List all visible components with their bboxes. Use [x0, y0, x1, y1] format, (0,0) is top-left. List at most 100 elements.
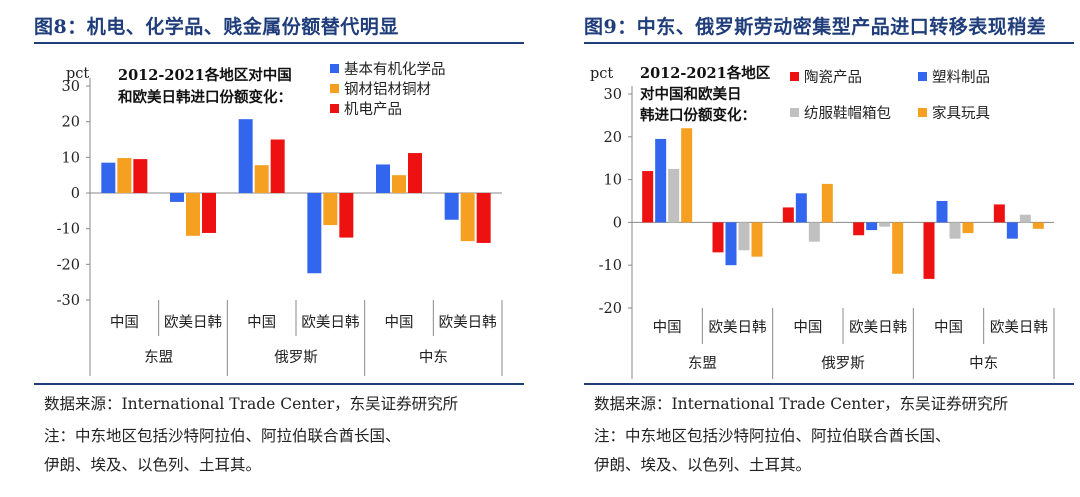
bar	[712, 222, 724, 253]
bar	[808, 222, 820, 242]
bar	[738, 222, 750, 251]
x-category-label: 中国	[247, 314, 276, 331]
y-tick-label: 30	[604, 87, 622, 103]
bar	[681, 128, 693, 223]
x-group-label: 中东	[969, 355, 998, 372]
legend-swatch	[918, 72, 927, 81]
bar	[323, 193, 338, 226]
legend-label: 家具玩具	[932, 105, 990, 122]
bar	[642, 171, 654, 223]
region-note-continued: 伊朗、埃及、以色列、土耳其。	[594, 456, 812, 474]
figure-title: 图8：机电、化学品、贱金属份额替代明显	[34, 16, 399, 38]
bar	[101, 162, 116, 193]
legend-swatch	[330, 104, 339, 113]
y-axis-unit: pct	[66, 66, 89, 82]
y-tick-label: 0	[71, 186, 80, 202]
title-rule	[584, 42, 1074, 44]
bar	[1032, 222, 1044, 229]
legend-swatch	[790, 108, 799, 117]
bar	[1006, 222, 1018, 239]
bar	[936, 201, 948, 223]
region-note-continued: 伊朗、埃及、以色列、土耳其。	[44, 456, 262, 474]
bar	[993, 204, 1005, 223]
title-rule	[34, 42, 524, 44]
bar	[668, 168, 680, 223]
figure-9-panel: 图9：中东、俄罗斯劳动密集型产品进口转移表现稍差 30 20 10 0 -10 -20 pc…	[550, 0, 1078, 497]
bar	[117, 158, 132, 193]
bar	[238, 119, 253, 193]
x-group-label: 俄罗斯	[274, 349, 318, 366]
bar	[782, 207, 794, 223]
x-group-label: 俄罗斯	[821, 355, 865, 372]
legend-label: 陶瓷产品	[804, 69, 862, 86]
legend-label: 纺服鞋帽箱包	[804, 105, 891, 122]
y-tick-label: 20	[62, 115, 80, 131]
bar	[853, 222, 865, 236]
figure-8-panel: 图8：机电、化学品、贱金属份额替代明显 30 20 10 0 -10 -20 -30 pct 中…	[0, 0, 528, 497]
x-category-label: 欧美日韩	[709, 319, 767, 336]
x-category-label: 欧美日韩	[990, 319, 1048, 336]
bar	[202, 193, 216, 233]
y-tick-label: -30	[57, 293, 80, 309]
x-category-label: 中国	[385, 314, 414, 331]
bar	[923, 222, 935, 279]
y-axis-unit: pct	[590, 66, 613, 82]
bar	[307, 193, 322, 274]
legend-swatch	[330, 64, 339, 73]
x-category-label: 欧美日韩	[849, 319, 907, 336]
bar	[133, 159, 148, 193]
bar	[949, 222, 961, 239]
source-rule	[34, 383, 524, 385]
bar	[254, 165, 269, 193]
legend-label: 基本有机化学品	[344, 61, 446, 78]
y-tick-label: 10	[62, 150, 80, 166]
bar	[751, 222, 763, 257]
source-note: 数据来源：International Trade Center，东吴证券研究所	[44, 395, 459, 413]
y-tick-label: -20	[57, 257, 80, 273]
chart-annotation: 2012-2021各地区对中国	[118, 66, 292, 84]
chart-annotation: 和欧美日韩进口份额变化：	[118, 88, 292, 106]
y-tick-label: -10	[57, 222, 80, 238]
source-rule	[584, 383, 1074, 385]
legend-label: 钢材铝材铜材	[344, 81, 431, 98]
bar	[866, 222, 878, 231]
bar	[170, 193, 184, 202]
figure-title: 图9：中东、俄罗斯劳动密集型产品进口转移表现稍差	[584, 16, 1047, 38]
x-category-label: 欧美日韩	[301, 314, 359, 331]
chart-annotation: 对中国和欧美日	[640, 85, 742, 103]
x-category-label: 中国	[934, 319, 963, 336]
legend-label: 机电产品	[344, 101, 402, 118]
y-tick-label: 30	[62, 79, 80, 95]
legend-label: 塑料制品	[932, 69, 990, 86]
x-category-label: 中国	[793, 319, 822, 336]
bar	[1019, 214, 1031, 223]
source-note: 数据来源：International Trade Center，东吴证券研究所	[594, 395, 1009, 413]
x-category-label: 中国	[110, 314, 139, 331]
x-category-label: 欧美日韩	[164, 314, 222, 331]
bar	[962, 222, 974, 234]
x-group-label: 东盟	[688, 355, 717, 372]
bar	[795, 193, 807, 223]
bar	[879, 222, 891, 227]
y-tick-label: 10	[604, 173, 622, 189]
legend-swatch	[330, 84, 339, 93]
bar	[408, 153, 422, 193]
x-group-label: 东盟	[144, 349, 173, 366]
y-tick-label: 20	[604, 130, 622, 146]
bar	[444, 193, 459, 220]
y-tick-label: 0	[613, 215, 622, 231]
y-tick-label: -10	[599, 258, 622, 274]
legend-swatch	[918, 108, 927, 117]
x-category-label: 欧美日韩	[439, 314, 497, 331]
bar	[186, 193, 200, 236]
y-tick-label: -20	[599, 301, 622, 317]
chart-annotation: 韩进口份额变化：	[640, 106, 756, 124]
region-note: 注：中东地区包括沙特阿拉伯、阿拉伯联合酋长国、	[44, 427, 401, 445]
bar	[655, 138, 667, 223]
bar	[339, 193, 354, 238]
bar	[476, 193, 491, 243]
bar	[892, 222, 904, 274]
region-note: 注：中东地区包括沙特阿拉伯、阿拉伯联合酋长国、	[594, 427, 951, 445]
